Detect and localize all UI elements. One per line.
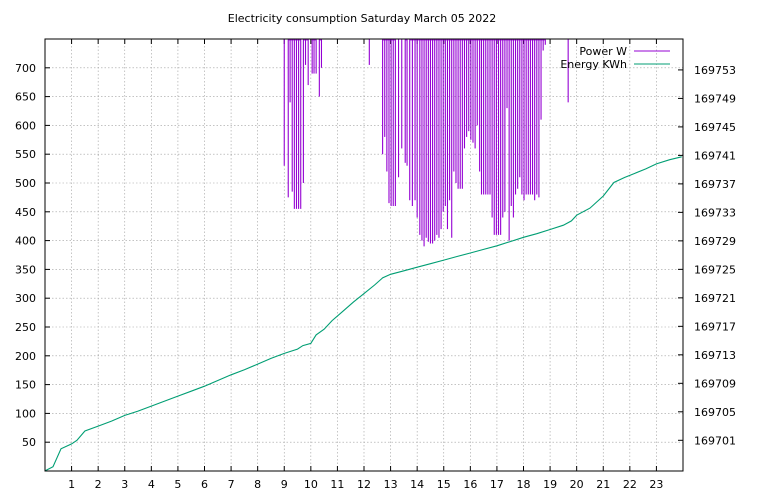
chart-title: Electricity consumption Saturday March 0… [228,12,496,25]
y-right-tick-label: 169753 [694,64,736,77]
y-left-tick-label: 550 [15,148,36,161]
x-tick-label: 2 [95,478,102,491]
x-tick-label: 19 [543,478,557,491]
legend-label-power: Power W [579,45,627,58]
x-tick-label: 5 [174,478,181,491]
x-tick-label: 20 [570,478,584,491]
x-tick-label: 8 [254,478,261,491]
y-right-tick-label: 169729 [694,235,736,248]
x-tick-label: 9 [281,478,288,491]
y-right-tick-label: 169745 [694,121,736,134]
y-left-tick-label: 200 [15,350,36,363]
energy-series-line [44,156,682,472]
y-right-tick-label: 169741 [694,149,736,162]
y-left-tick-label: 300 [15,292,36,305]
x-tick-label: 21 [596,478,610,491]
y-right-tick-label: 169725 [694,263,736,276]
y-left-tick-label: 650 [15,91,36,104]
x-tick-label: 11 [330,478,344,491]
x-tick-label: 4 [148,478,155,491]
x-tick-label: 16 [463,478,477,491]
x-tick-label: 10 [304,478,318,491]
y-left-tick-label: 600 [15,119,36,132]
y-right-tick-label: 169717 [694,320,736,333]
y-right-tick-labels: 169701 169705 169709 169713 169717 169721 1697… [694,64,736,447]
y-right-tick-label: 169709 [694,377,736,390]
y-left-tick-label: 150 [15,379,36,392]
y-left-tick-label: 400 [15,235,36,248]
legend: Power W Energy KWh [560,45,670,71]
x-tick-label: 13 [384,478,398,491]
x-tick-label: 15 [437,478,451,491]
x-tick-labels: 1 2 3 4 5 6 7 8 9 10 11 12 13 14 15 16 17 18 19 20 21 22 23 [68,478,663,491]
y-right-tick-label: 169721 [694,292,736,305]
y-left-tick-label: 350 [15,263,36,276]
x-tick-label: 18 [517,478,531,491]
y-left-tick-label: 250 [15,321,36,334]
x-tick-label: 17 [490,478,504,491]
plot-frame [44,38,684,472]
y-left-tick-label: 500 [15,177,36,190]
x-tick-label: 6 [201,478,208,491]
y-left-tick-label: 700 [15,62,36,75]
grid-lines [45,39,683,471]
y-left-tick-labels: 50 100 150 200 250 300 350 400 450 500 550 600 650 70… [15,62,36,449]
x-tick-label: 14 [410,478,424,491]
y-right-tick-label: 169705 [694,406,736,419]
y-right-tick-label: 169713 [694,349,736,362]
x-tick-label: 22 [623,478,637,491]
x-tick-label: 3 [121,478,128,491]
power-series [283,39,569,247]
y-right-tick-label: 169749 [694,92,736,105]
y-right-tick-label: 169737 [694,178,736,191]
x-tick-label: 12 [357,478,371,491]
y-left-tick-label: 50 [22,436,36,449]
x-tick-label: 23 [649,478,663,491]
y-right-tick-label: 169733 [694,206,736,219]
y-right-tick-label: 169701 [694,434,736,447]
legend-label-energy: Energy KWh [560,58,627,71]
y-left-tick-label: 450 [15,206,36,219]
y-left-tick-label: 100 [15,407,36,420]
x-tick-label: 7 [228,478,235,491]
x-tick-label: 1 [68,478,75,491]
